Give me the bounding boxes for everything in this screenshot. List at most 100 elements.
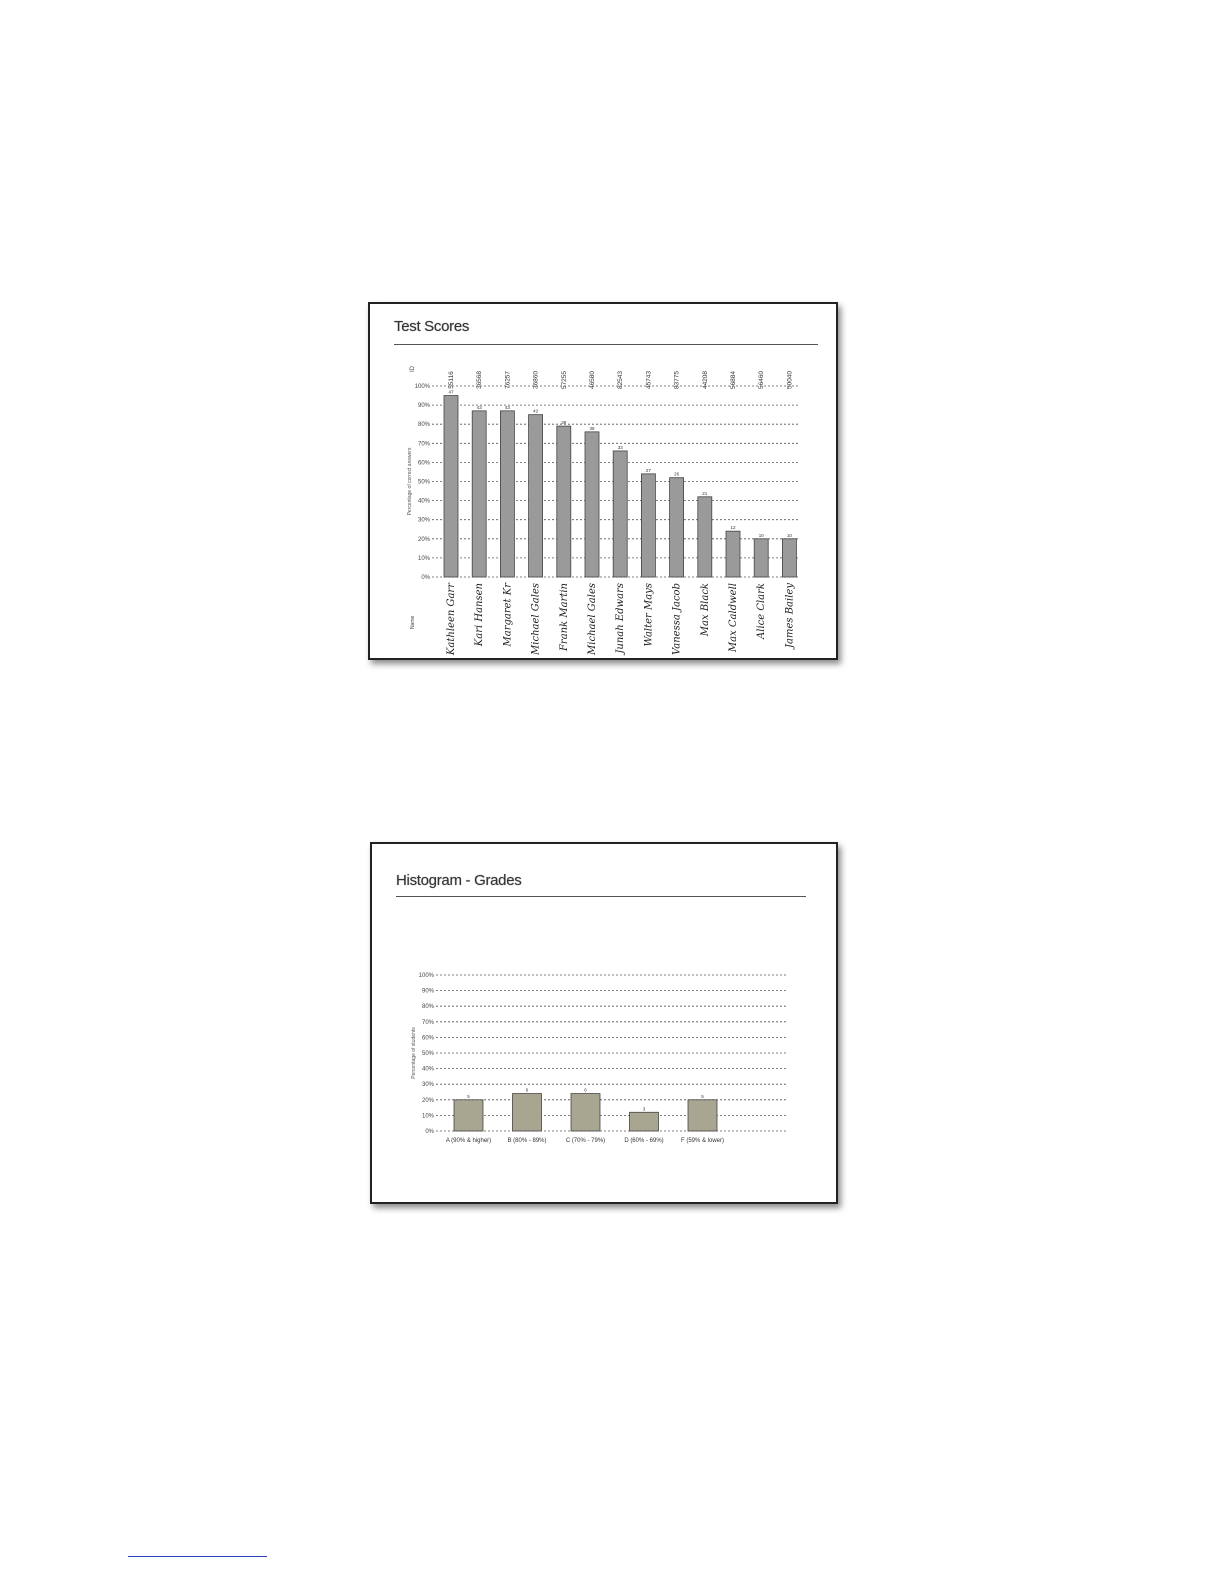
y-tick-label: 80% [418, 422, 431, 428]
category-label: F (59% & lower) [681, 1138, 724, 1144]
chart-title: Test Scores [394, 318, 470, 335]
id-label: 57255 [561, 371, 568, 389]
data-label: 26 [674, 472, 680, 477]
title-divider [396, 896, 806, 897]
id-label: 44208 [702, 371, 709, 389]
data-label: 47 [448, 390, 454, 395]
bar [669, 477, 685, 578]
y-tick-label: 60% [422, 1035, 435, 1041]
histogram-slide: Histogram - Grades 0% 10% 20% 30% 40% 50% 60% 7… [370, 842, 838, 1204]
category-label: D (60% - 69%) [624, 1138, 663, 1144]
data-label: 5 [467, 1094, 470, 1099]
y-tick-label: 30% [418, 518, 431, 524]
y-tick-label: 40% [422, 1067, 435, 1073]
footnote-link[interactable] [128, 1556, 267, 1557]
y-axis-label: Percentage of correct answers [407, 447, 413, 515]
name-label: Alice Clark [756, 583, 767, 640]
bar [753, 538, 769, 578]
bar [725, 530, 741, 578]
name-label: Kari Hansen [474, 583, 485, 647]
y-tick-label: 80% [422, 1004, 435, 1010]
id-label: 46580 [589, 371, 596, 389]
test-scores-chart: 0% 10% 20% 30% 40% 50% 60% 70% 80% 90% 100% Percent… [407, 365, 800, 656]
id-label: 50040 [786, 371, 793, 389]
name-label: Vanessa Jacob [672, 583, 683, 655]
data-label: 5 [701, 1094, 704, 1099]
bar [640, 473, 656, 578]
category-label: A (90% & higher) [446, 1138, 491, 1144]
data-label: 42 [533, 409, 539, 414]
id-label: 36860 [533, 371, 540, 389]
bar [687, 1099, 718, 1132]
y-tick-label: 30% [422, 1082, 435, 1088]
id-label: 56460 [758, 371, 765, 389]
data-label: 12 [730, 525, 736, 530]
name-label: Walter Mays [643, 583, 654, 646]
id-label: 82543 [617, 371, 624, 389]
chart-title: Histogram - Grades [396, 872, 522, 889]
name-label: Michael Gales [531, 583, 542, 656]
category-label: B (80% - 89%) [507, 1138, 546, 1144]
data-label: 6 [584, 1088, 587, 1093]
name-label: Max Black [700, 583, 711, 637]
bar [556, 425, 572, 578]
y-tick-label: 40% [418, 499, 431, 505]
y-tick-label: 0% [425, 1129, 434, 1135]
data-label: 43 [505, 405, 511, 410]
name-label: Kathleen Garr [446, 582, 457, 656]
bar [570, 1093, 601, 1132]
bar [471, 410, 487, 578]
bar [697, 496, 713, 578]
id-label: 76257 [504, 371, 511, 389]
name-label: Michael Gales [587, 583, 598, 656]
y-tick-label: 10% [422, 1113, 435, 1119]
id-label: 55116 [448, 371, 455, 389]
y-tick-label: 50% [422, 1051, 435, 1057]
y-tick-label: 100% [419, 973, 435, 979]
y-tick-label: 100% [415, 384, 431, 390]
bar [584, 431, 600, 578]
name-header: Name [410, 615, 416, 629]
name-label: Junah Edwars [615, 583, 626, 656]
bar [512, 1093, 542, 1132]
bar [499, 410, 515, 578]
id-header: ID [410, 365, 416, 372]
bar [453, 1099, 484, 1132]
name-label: Margaret Kr [502, 582, 513, 648]
data-label: 27 [646, 468, 652, 473]
id-label: 36568 [476, 371, 483, 389]
data-label: 10 [759, 533, 765, 538]
data-label: 38 [589, 426, 595, 431]
category-label: C (70% - 79%) [566, 1138, 605, 1144]
y-tick-label: 10% [418, 556, 431, 562]
y-tick-label: 20% [418, 537, 431, 543]
y-tick-label: 70% [418, 441, 431, 447]
y-tick-label: 90% [418, 403, 431, 409]
data-label: 33 [618, 445, 624, 450]
y-tick-label: 50% [418, 480, 431, 486]
y-tick-label: 60% [418, 460, 431, 466]
id-label: 83775 [674, 371, 681, 389]
histogram-chart: 0% 10% 20% 30% 40% 50% 60% 70% 80% 90% 100% Percent… [411, 973, 788, 1144]
data-label: 10 [787, 533, 793, 538]
data-label: 3 [643, 1106, 646, 1111]
bar [612, 450, 628, 578]
data-label: 43 [477, 405, 483, 410]
data-label: 39 [561, 420, 567, 425]
y-tick-label: 0% [421, 575, 430, 581]
name-label: Max Caldwell [728, 583, 739, 653]
y-tick-label: 90% [422, 989, 435, 995]
y-tick-label: 20% [422, 1098, 435, 1104]
bar [443, 395, 459, 578]
bar [781, 538, 797, 578]
id-label: 45743 [645, 371, 652, 389]
data-label: 21 [702, 491, 708, 496]
title-divider [394, 344, 818, 345]
test-scores-slide: Test Scores 0% 10% 20% 30% 40% 50% 60% 70% 80% 90… [368, 302, 838, 660]
name-label: James Bailey [784, 583, 795, 650]
name-label: Frank Martin [559, 583, 570, 652]
id-label: 56884 [730, 371, 737, 389]
data-label: 6 [526, 1088, 529, 1093]
y-tick-label: 70% [422, 1020, 435, 1026]
